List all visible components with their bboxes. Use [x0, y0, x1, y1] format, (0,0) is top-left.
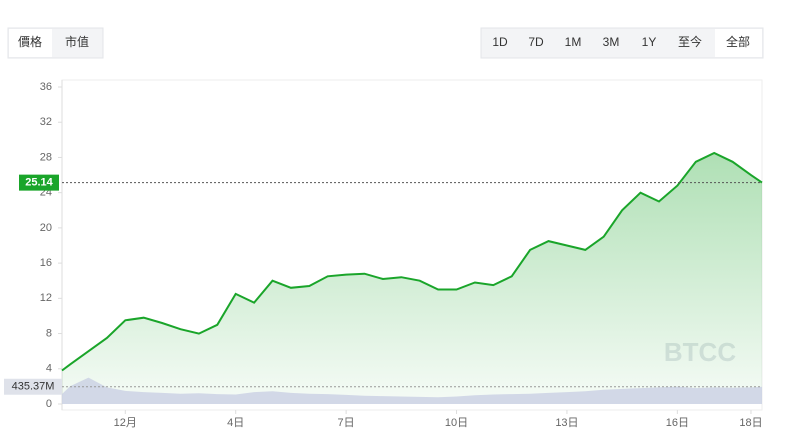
active-tab [9, 29, 52, 57]
x-tick-label: 12月 [114, 417, 137, 429]
range-button[interactable]: 1D [492, 35, 508, 49]
y-tick-label: 28 [40, 151, 52, 163]
x-tick-label: 13日 [555, 417, 578, 429]
x-tick-label: 4日 [227, 417, 244, 429]
y-tick-label: 8 [46, 327, 52, 339]
x-tick-label: 18日 [739, 417, 762, 429]
tab[interactable]: 市值 [65, 34, 89, 49]
current-price-label: 25.14 [25, 177, 53, 189]
y-tick-label: 0 [46, 398, 52, 410]
tab[interactable]: 價格 [18, 34, 42, 49]
current-price-box [19, 174, 59, 191]
volume-area [62, 377, 762, 404]
range-button[interactable]: 1M [565, 35, 582, 49]
range-button[interactable]: 1Y [642, 35, 657, 49]
x-tick-label: 7日 [338, 417, 355, 429]
price-area [62, 153, 762, 404]
y-tick-label: 36 [40, 81, 52, 93]
current-volume-box [4, 378, 62, 395]
active-range [715, 29, 762, 57]
range-button[interactable]: 全部 [726, 34, 750, 49]
y-tick-label: 12 [40, 292, 52, 304]
y-tick-label: 16 [40, 257, 52, 269]
range-button[interactable]: 7D [528, 35, 544, 49]
range-button[interactable]: 3M [603, 35, 620, 49]
y-tick-label: 4 [46, 363, 52, 375]
range-button[interactable]: 至今 [678, 34, 702, 49]
y-tick-label: 32 [40, 116, 52, 128]
y-tick-label: 20 [40, 222, 52, 234]
x-tick-label: 10日 [445, 417, 468, 429]
price-line [61, 151, 763, 372]
current-volume-label: 435.37M [12, 381, 55, 393]
x-tick-label: 16日 [666, 417, 689, 429]
